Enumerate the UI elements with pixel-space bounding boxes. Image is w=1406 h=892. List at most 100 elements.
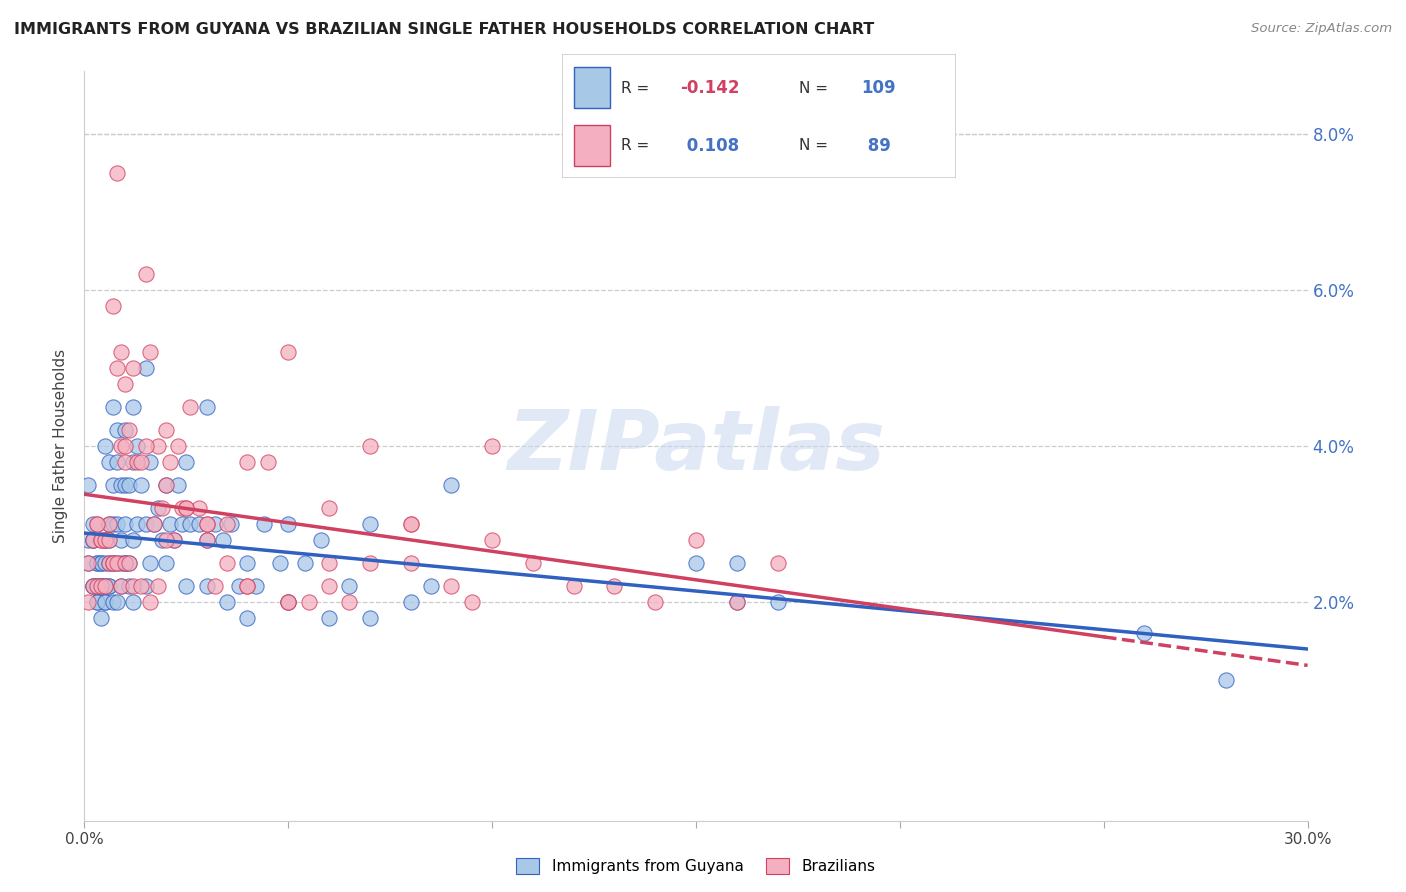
- Point: [187, 501, 209, 516]
- Point: [277, 595, 299, 609]
- Point: [138, 556, 160, 570]
- Point: [217, 595, 239, 609]
- Point: [146, 580, 169, 594]
- Point: [93, 533, 115, 547]
- Point: [122, 400, 145, 414]
- Point: [90, 611, 112, 625]
- Point: [77, 556, 100, 570]
- Point: [135, 439, 157, 453]
- Point: [245, 580, 267, 594]
- Point: [122, 533, 145, 547]
- Point: [359, 556, 381, 570]
- Point: [86, 580, 108, 594]
- Point: [93, 556, 115, 570]
- Point: [93, 533, 115, 547]
- Point: [766, 556, 789, 570]
- Point: [101, 556, 124, 570]
- Point: [97, 556, 120, 570]
- Point: [77, 556, 100, 570]
- Point: [90, 580, 112, 594]
- Point: [440, 580, 463, 594]
- Point: [97, 533, 120, 547]
- Text: N =: N =: [799, 138, 828, 153]
- Point: [86, 580, 108, 594]
- Point: [155, 478, 177, 492]
- Point: [114, 455, 136, 469]
- Point: [82, 533, 104, 547]
- Point: [236, 611, 259, 625]
- Point: [86, 556, 108, 570]
- Point: [118, 556, 141, 570]
- Point: [195, 400, 218, 414]
- Point: [174, 501, 197, 516]
- Point: [110, 556, 132, 570]
- Point: [257, 455, 280, 469]
- Point: [86, 517, 108, 532]
- Point: [179, 517, 201, 532]
- Point: [97, 556, 120, 570]
- Point: [219, 517, 242, 532]
- Point: [766, 595, 789, 609]
- Point: [725, 595, 748, 609]
- Point: [101, 517, 124, 532]
- Point: [110, 533, 132, 547]
- Point: [105, 517, 128, 532]
- Point: [86, 556, 108, 570]
- Point: [90, 533, 112, 547]
- Point: [114, 376, 136, 391]
- Point: [167, 439, 190, 453]
- Point: [146, 501, 169, 516]
- Point: [118, 556, 141, 570]
- Point: [110, 345, 132, 359]
- Text: 0.108: 0.108: [681, 137, 738, 155]
- Point: [118, 478, 141, 492]
- FancyBboxPatch shape: [562, 54, 956, 178]
- Point: [82, 580, 104, 594]
- Point: [105, 556, 128, 570]
- Point: [82, 533, 104, 547]
- Point: [142, 517, 165, 532]
- Text: 89: 89: [862, 137, 890, 155]
- Point: [172, 501, 194, 516]
- Point: [122, 595, 145, 609]
- Point: [1133, 626, 1156, 640]
- Text: R =: R =: [621, 138, 650, 153]
- Point: [155, 424, 177, 438]
- Point: [101, 556, 124, 570]
- Point: [318, 611, 340, 625]
- Point: [179, 400, 201, 414]
- Point: [399, 556, 422, 570]
- Point: [159, 517, 181, 532]
- Point: [101, 595, 124, 609]
- Point: [105, 595, 128, 609]
- Y-axis label: Single Father Households: Single Father Households: [53, 349, 69, 543]
- Point: [228, 580, 250, 594]
- Point: [253, 517, 276, 532]
- Point: [97, 580, 120, 594]
- FancyBboxPatch shape: [574, 67, 610, 109]
- Point: [105, 361, 128, 376]
- Point: [110, 439, 132, 453]
- Point: [114, 424, 136, 438]
- Point: [195, 580, 218, 594]
- Point: [118, 424, 141, 438]
- Point: [131, 478, 153, 492]
- Point: [114, 478, 136, 492]
- Point: [77, 533, 100, 547]
- Point: [155, 478, 177, 492]
- Point: [131, 455, 153, 469]
- Point: [298, 595, 321, 609]
- Point: [236, 580, 259, 594]
- Point: [359, 439, 381, 453]
- Point: [155, 556, 177, 570]
- Point: [294, 556, 316, 570]
- Point: [86, 517, 108, 532]
- Point: [114, 556, 136, 570]
- Point: [163, 533, 186, 547]
- Point: [93, 533, 115, 547]
- Point: [195, 533, 218, 547]
- Point: [204, 517, 226, 532]
- Point: [399, 517, 422, 532]
- Point: [204, 580, 226, 594]
- Point: [122, 455, 145, 469]
